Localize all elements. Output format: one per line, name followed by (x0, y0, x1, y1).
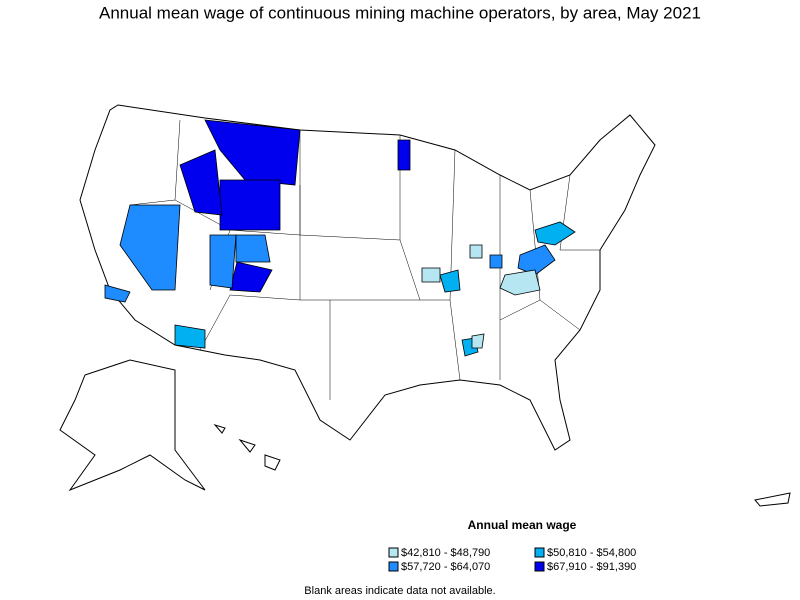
state-borders (129, 119, 600, 400)
legend: Annual mean wage $42,810 - $48,790 $50,8… (388, 518, 636, 573)
area-region (499, 269, 541, 296)
map-title: Annual mean wage of continuous mining ma… (99, 3, 701, 22)
area-region (517, 244, 556, 276)
legend-label: $42,810 - $48,790 (401, 547, 490, 559)
area-region (489, 254, 503, 269)
area-region (219, 179, 281, 231)
area-region (179, 149, 223, 216)
legend-title: Annual mean wage (468, 518, 577, 532)
footnote: Blank areas indicate data not available. (304, 585, 495, 597)
area-region (421, 267, 441, 283)
hawaii (213, 424, 226, 434)
hawaii (264, 454, 281, 471)
area-region (469, 244, 483, 259)
area-region (471, 333, 485, 349)
legend-swatch (534, 547, 545, 558)
area-region (174, 324, 206, 349)
hawaii (238, 438, 256, 453)
legend-swatch (388, 561, 399, 572)
puerto-rico (754, 492, 791, 507)
area-region (104, 284, 131, 303)
area-region (534, 221, 576, 246)
area-region (397, 139, 411, 171)
area-region (119, 204, 181, 291)
area-region (209, 234, 237, 289)
map (59, 104, 791, 507)
alaska (59, 359, 206, 492)
legend-label: $67,910 - $91,390 (547, 561, 636, 573)
legend-label: $57,720 - $64,070 (401, 561, 490, 573)
legend-swatch (534, 561, 545, 572)
legend-label: $50,810 - $54,800 (547, 547, 636, 559)
legend-swatch (388, 547, 399, 558)
area-region (439, 269, 461, 293)
area-region (235, 234, 271, 263)
